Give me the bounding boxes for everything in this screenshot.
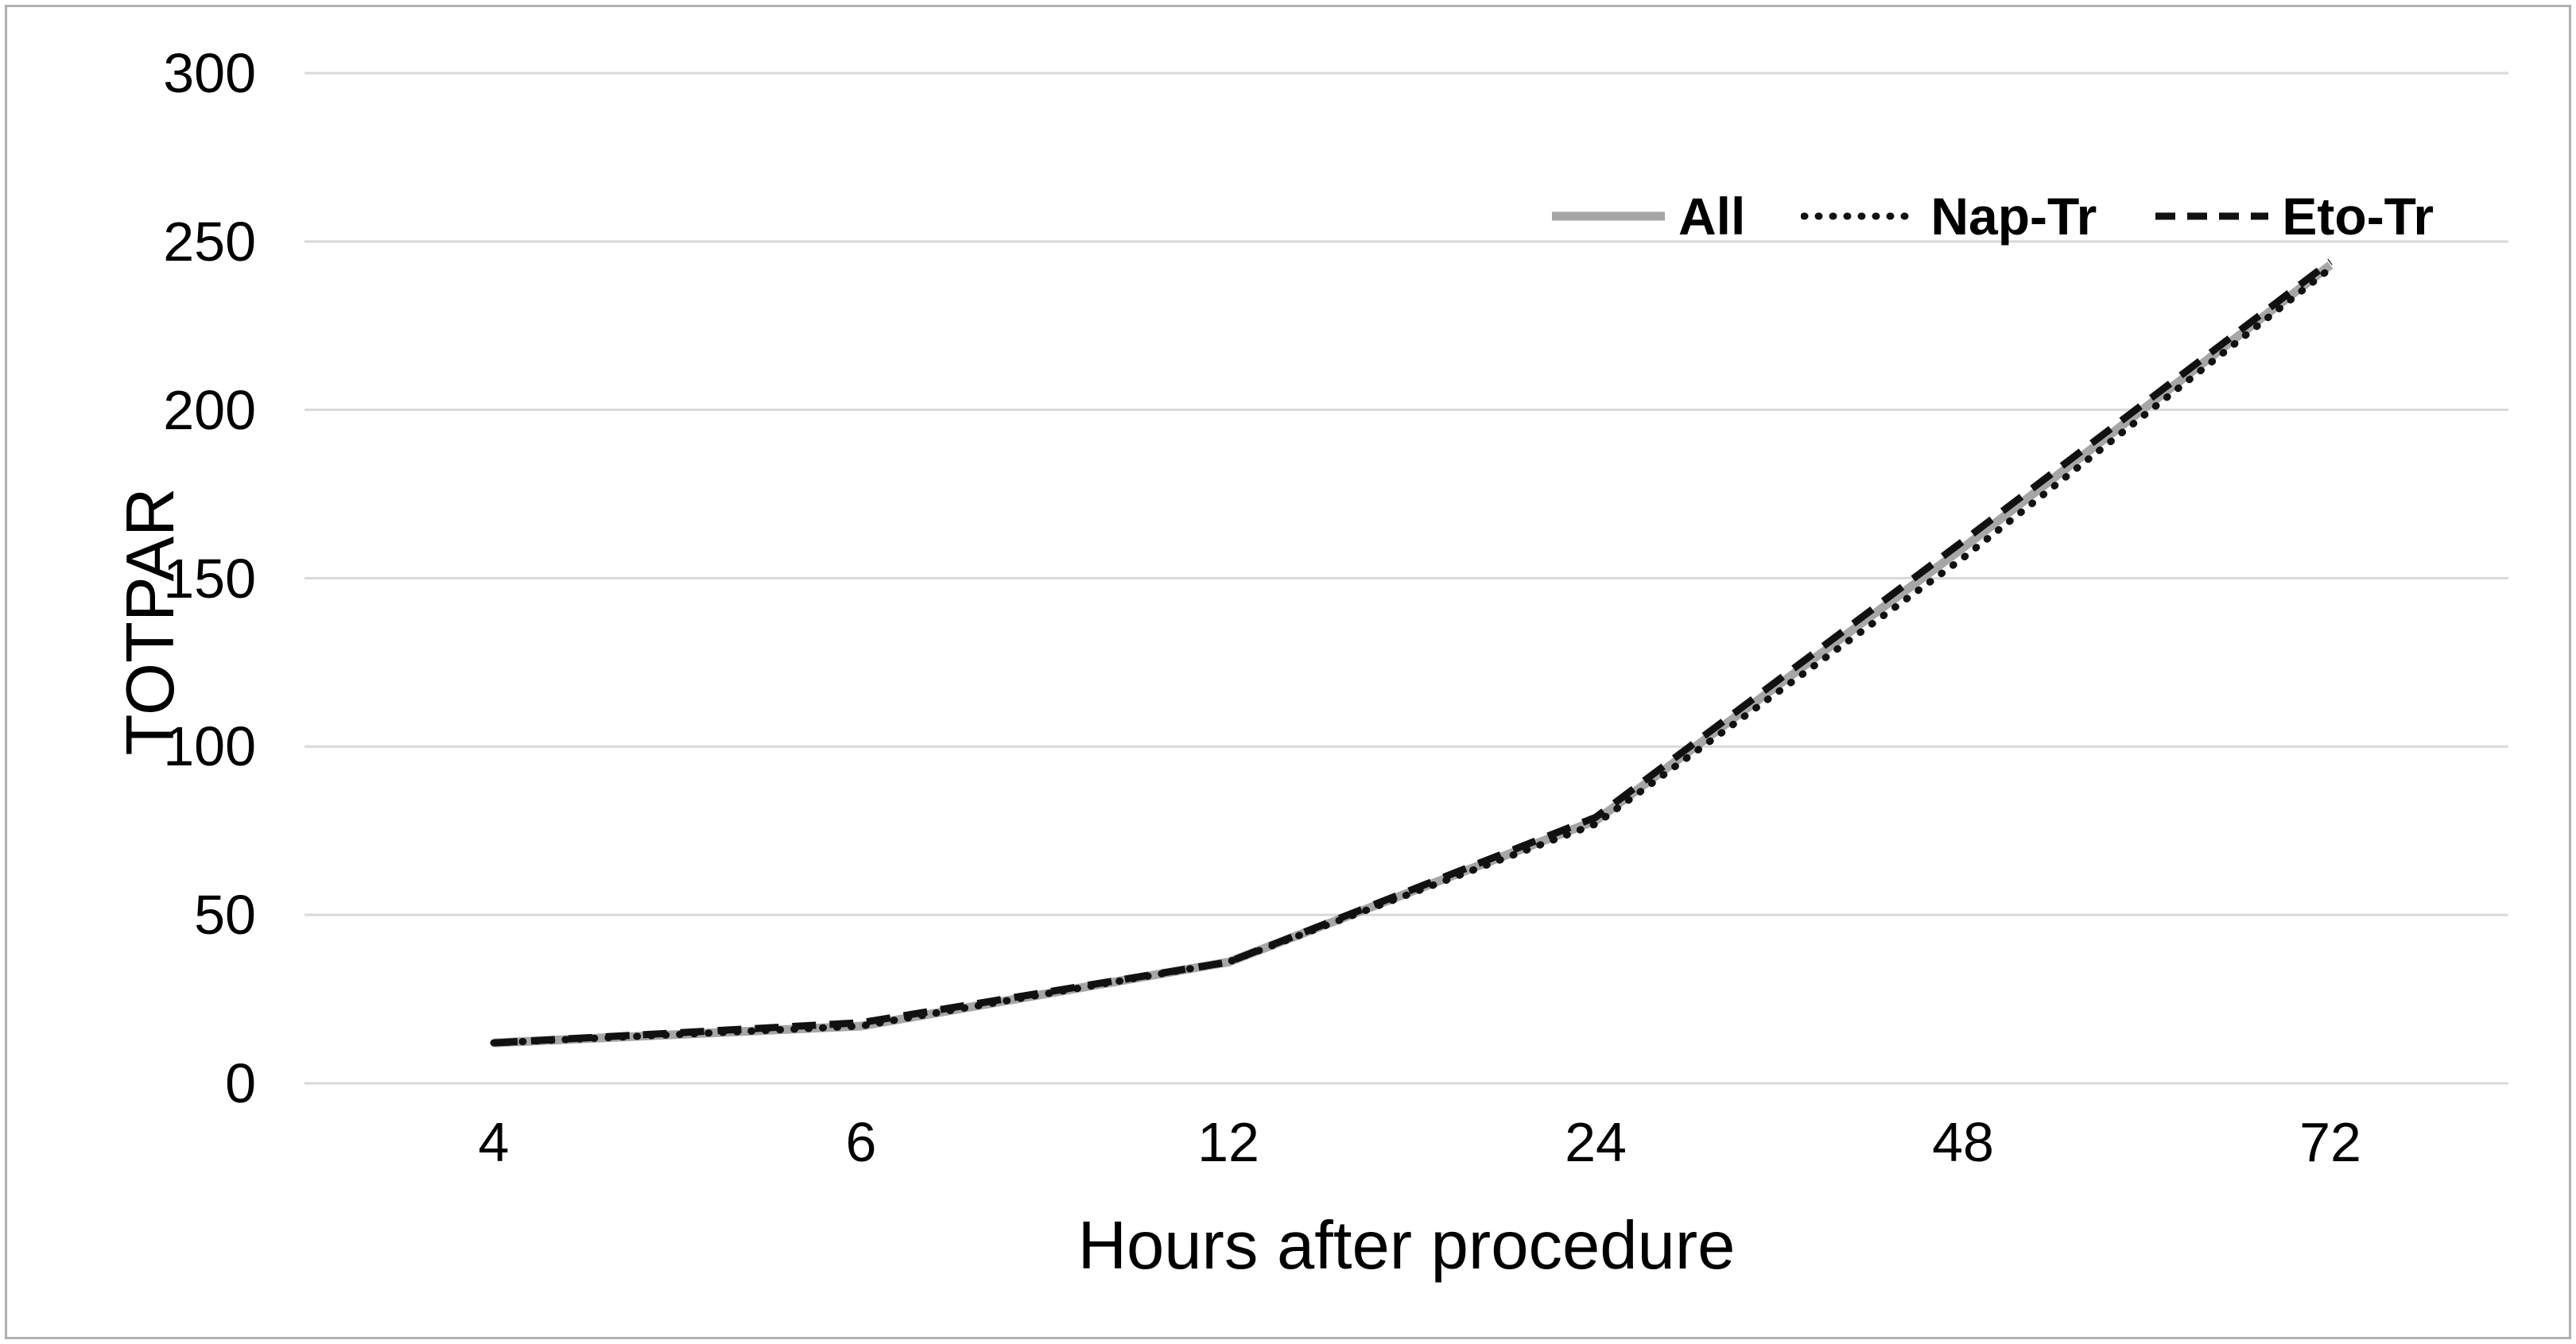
x-tick-label-24: 24 xyxy=(1565,1111,1627,1173)
legend-sample-dotted-line-icon xyxy=(1801,212,1921,220)
series-line-all xyxy=(493,261,2334,1048)
y-axis-title: TOTPAR xyxy=(113,487,188,756)
y-tick-label-300: 300 xyxy=(163,42,256,104)
legend-label-eto-tr: Eto-Tr xyxy=(2282,187,2434,246)
x-axis-title: Hours after procedure xyxy=(1077,1208,1736,1284)
legend: All Nap-Tr Eto-Tr xyxy=(1549,183,2434,250)
y-tick-label-200: 200 xyxy=(163,378,256,441)
y-tick-label-250: 250 xyxy=(163,210,256,273)
series-line-eto-tr xyxy=(493,258,2333,1047)
line-chart-plot-area xyxy=(305,72,2508,1085)
x-tick-label-6: 6 xyxy=(845,1111,877,1173)
legend-sample-solid-line-icon xyxy=(1552,211,1665,221)
y-tick-label-0: 0 xyxy=(225,1052,256,1114)
legend-label-all: All xyxy=(1678,187,1746,246)
y-tick-label-150: 150 xyxy=(163,547,256,610)
x-tick-label-48: 48 xyxy=(1932,1111,1994,1173)
x-tick-label-12: 12 xyxy=(1197,1111,1259,1173)
series-line-nap-tr xyxy=(490,265,2334,1047)
y-tick-label-50: 50 xyxy=(194,884,256,947)
x-tick-label-4: 4 xyxy=(478,1111,510,1173)
y-tick-label-100: 100 xyxy=(163,715,256,778)
legend-item-nap-tr: Nap-Tr xyxy=(1801,186,2097,246)
legend-sample-dashed-line-icon xyxy=(2155,212,2269,220)
legend-item-eto-tr: Eto-Tr xyxy=(2152,186,2434,246)
legend-label-nap-tr: Nap-Tr xyxy=(1930,187,2097,246)
legend-item-all: All xyxy=(1549,186,1745,246)
x-tick-label-72: 72 xyxy=(2299,1111,2361,1173)
